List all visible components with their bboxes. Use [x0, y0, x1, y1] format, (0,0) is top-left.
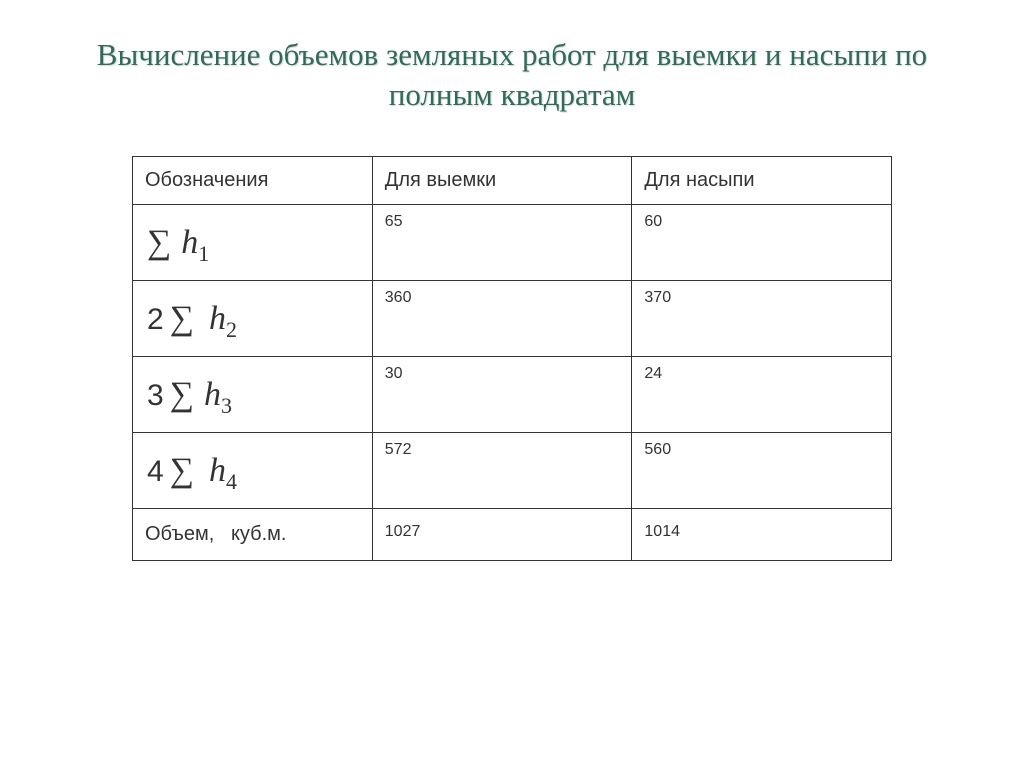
coefficient: 4: [147, 455, 164, 488]
table-row: 3∑h3 30 24: [133, 356, 892, 432]
header-col3: Для насыпи: [632, 156, 892, 204]
volume-row: Объем, куб.м. 1027 1014: [133, 508, 892, 560]
nasyp-val: 60: [632, 204, 892, 280]
sigma-symbol: ∑: [170, 445, 194, 496]
page-title: Вычисление объемов земляных работ для вы…: [50, 35, 974, 116]
h-var: h: [181, 224, 198, 261]
coefficient: 2: [147, 303, 164, 336]
subscript: 3: [221, 393, 232, 418]
volume-nasyp: 1014: [632, 508, 892, 560]
subscript: 4: [226, 469, 237, 494]
table-row: 4∑ h4 572 560: [133, 432, 892, 508]
table-row: 2∑ h2 360 370: [133, 280, 892, 356]
nasyp-val: 24: [632, 356, 892, 432]
volume-vyemka: 1027: [372, 508, 632, 560]
formula-cell: 2∑ h2: [133, 280, 373, 356]
formula-cell: ∑ h1: [133, 204, 373, 280]
table-header-row: Обозначения Для выемки Для насыпи: [133, 156, 892, 204]
formula-cell: 3∑h3: [133, 356, 373, 432]
nasyp-val: 370: [632, 280, 892, 356]
sigma-symbol: ∑: [170, 369, 194, 420]
table-row: ∑ h1 65 60: [133, 204, 892, 280]
coefficient: 3: [147, 379, 164, 412]
vyemka-val: 30: [372, 356, 632, 432]
earthwork-table: Обозначения Для выемки Для насыпи ∑h1 65…: [132, 156, 892, 561]
vyemka-val: 360: [372, 280, 632, 356]
volume-label: Объем, куб.м.: [133, 508, 373, 560]
vyemka-val: 65: [372, 204, 632, 280]
header-col2: Для выемки: [372, 156, 632, 204]
header-col1: Обозначения: [133, 156, 373, 204]
subscript: 1: [198, 241, 209, 266]
h-var: h: [209, 452, 226, 489]
sigma-symbol: ∑: [170, 293, 194, 344]
subscript: 2: [226, 317, 237, 342]
h-var: h: [209, 300, 226, 337]
formula-cell: 4∑ h4: [133, 432, 373, 508]
nasyp-val: 560: [632, 432, 892, 508]
vyemka-val: 572: [372, 432, 632, 508]
h-var: h: [204, 376, 221, 413]
sigma-symbol: ∑: [147, 217, 171, 268]
